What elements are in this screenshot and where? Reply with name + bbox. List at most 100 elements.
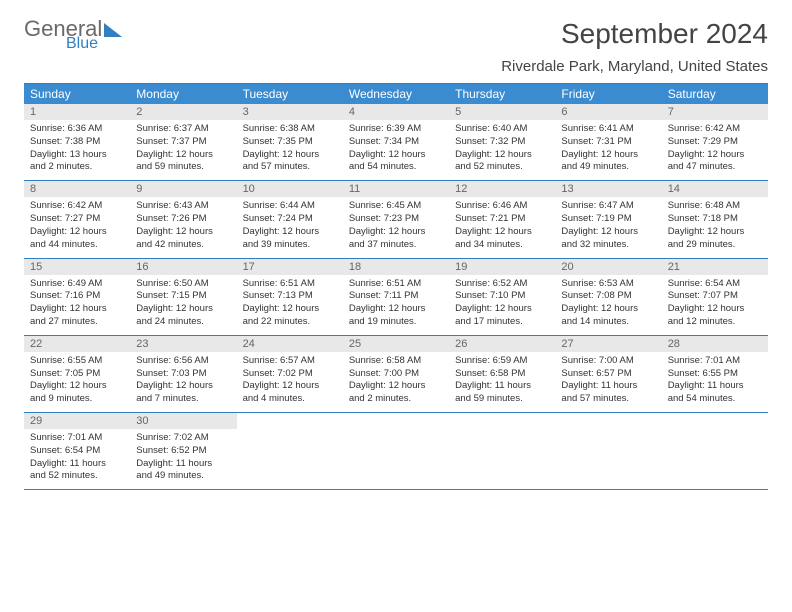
day-body: Sunrise: 6:44 AMSunset: 7:24 PMDaylight:… (237, 197, 343, 257)
sunset-text: Sunset: 7:23 PM (349, 213, 443, 226)
sunrise-text: Sunrise: 7:01 AM (30, 432, 124, 445)
sunset-text: Sunset: 7:31 PM (561, 136, 655, 149)
day-number: 18 (343, 259, 449, 275)
sunset-text: Sunset: 7:02 PM (243, 368, 337, 381)
day-cell: 23Sunrise: 6:56 AMSunset: 7:03 PMDayligh… (130, 336, 236, 412)
day-cell: 30Sunrise: 7:02 AMSunset: 6:52 PMDayligh… (130, 413, 236, 489)
daylight-text: Daylight: 12 hours and 54 minutes. (349, 149, 443, 175)
sunrise-text: Sunrise: 6:38 AM (243, 123, 337, 136)
sunset-text: Sunset: 6:52 PM (136, 445, 230, 458)
day-header: Saturday (662, 84, 768, 104)
sunrise-text: Sunrise: 6:45 AM (349, 200, 443, 213)
day-cell: 25Sunrise: 6:58 AMSunset: 7:00 PMDayligh… (343, 336, 449, 412)
day-body: Sunrise: 6:56 AMSunset: 7:03 PMDaylight:… (130, 352, 236, 412)
day-body: Sunrise: 6:39 AMSunset: 7:34 PMDaylight:… (343, 120, 449, 180)
day-number: 19 (449, 259, 555, 275)
daylight-text: Daylight: 12 hours and 24 minutes. (136, 303, 230, 329)
sunrise-text: Sunrise: 6:51 AM (349, 278, 443, 291)
day-cell: 17Sunrise: 6:51 AMSunset: 7:13 PMDayligh… (237, 259, 343, 335)
sunset-text: Sunset: 7:03 PM (136, 368, 230, 381)
daylight-text: Daylight: 11 hours and 57 minutes. (561, 380, 655, 406)
daylight-text: Daylight: 11 hours and 59 minutes. (455, 380, 549, 406)
day-body: Sunrise: 6:51 AMSunset: 7:13 PMDaylight:… (237, 275, 343, 335)
day-number: 8 (24, 181, 130, 197)
day-body: Sunrise: 6:48 AMSunset: 7:18 PMDaylight:… (662, 197, 768, 257)
logo-triangle-icon (104, 23, 122, 37)
sunrise-text: Sunrise: 7:02 AM (136, 432, 230, 445)
day-number: 20 (555, 259, 661, 275)
sunrise-text: Sunrise: 6:53 AM (561, 278, 655, 291)
daylight-text: Daylight: 12 hours and 32 minutes. (561, 226, 655, 252)
day-body: Sunrise: 6:36 AMSunset: 7:38 PMDaylight:… (24, 120, 130, 180)
day-number: 21 (662, 259, 768, 275)
day-body: Sunrise: 6:53 AMSunset: 7:08 PMDaylight:… (555, 275, 661, 335)
day-header: Friday (555, 84, 661, 104)
sunset-text: Sunset: 7:11 PM (349, 290, 443, 303)
day-number: 3 (237, 104, 343, 120)
daylight-text: Daylight: 12 hours and 27 minutes. (30, 303, 124, 329)
day-cell: 27Sunrise: 7:00 AMSunset: 6:57 PMDayligh… (555, 336, 661, 412)
sunrise-text: Sunrise: 6:51 AM (243, 278, 337, 291)
sunrise-text: Sunrise: 6:42 AM (668, 123, 762, 136)
logo: General Blue (24, 18, 122, 52)
day-cell: 7Sunrise: 6:42 AMSunset: 7:29 PMDaylight… (662, 104, 768, 180)
daylight-text: Daylight: 12 hours and 59 minutes. (136, 149, 230, 175)
day-number: 13 (555, 181, 661, 197)
sunset-text: Sunset: 7:18 PM (668, 213, 762, 226)
sunrise-text: Sunrise: 6:47 AM (561, 200, 655, 213)
day-body: Sunrise: 6:50 AMSunset: 7:15 PMDaylight:… (130, 275, 236, 335)
day-number: 9 (130, 181, 236, 197)
daylight-text: Daylight: 12 hours and 4 minutes. (243, 380, 337, 406)
day-body: Sunrise: 6:47 AMSunset: 7:19 PMDaylight:… (555, 197, 661, 257)
sunrise-text: Sunrise: 6:44 AM (243, 200, 337, 213)
day-number: 10 (237, 181, 343, 197)
sunset-text: Sunset: 7:29 PM (668, 136, 762, 149)
day-cell (555, 413, 661, 489)
day-number: 17 (237, 259, 343, 275)
day-cell: 3Sunrise: 6:38 AMSunset: 7:35 PMDaylight… (237, 104, 343, 180)
sunrise-text: Sunrise: 6:52 AM (455, 278, 549, 291)
day-number: 11 (343, 181, 449, 197)
header: General Blue September 2024 (24, 18, 768, 52)
daylight-text: Daylight: 11 hours and 52 minutes. (30, 458, 124, 484)
day-body: Sunrise: 7:01 AMSunset: 6:55 PMDaylight:… (662, 352, 768, 412)
day-body: Sunrise: 7:00 AMSunset: 6:57 PMDaylight:… (555, 352, 661, 412)
day-cell: 15Sunrise: 6:49 AMSunset: 7:16 PMDayligh… (24, 259, 130, 335)
day-header: Tuesday (237, 84, 343, 104)
day-cell: 9Sunrise: 6:43 AMSunset: 7:26 PMDaylight… (130, 181, 236, 257)
day-cell: 28Sunrise: 7:01 AMSunset: 6:55 PMDayligh… (662, 336, 768, 412)
day-number: 5 (449, 104, 555, 120)
sunrise-text: Sunrise: 6:37 AM (136, 123, 230, 136)
sunrise-text: Sunrise: 6:59 AM (455, 355, 549, 368)
sunset-text: Sunset: 7:07 PM (668, 290, 762, 303)
day-cell: 11 Sunrise: 6:45 AMSunset: 7:23 PMDayligh… (343, 181, 449, 257)
daylight-text: Daylight: 12 hours and 47 minutes. (668, 149, 762, 175)
daylight-text: Daylight: 12 hours and 17 minutes. (455, 303, 549, 329)
day-body: Sunrise: 7:01 AMSunset: 6:54 PMDaylight:… (24, 429, 130, 489)
day-body: Sunrise: 6:54 AMSunset: 7:07 PMDaylight:… (662, 275, 768, 335)
day-cell (343, 413, 449, 489)
sunset-text: Sunset: 6:54 PM (30, 445, 124, 458)
day-cell: 10Sunrise: 6:44 AMSunset: 7:24 PMDayligh… (237, 181, 343, 257)
day-number: 12 (449, 181, 555, 197)
sunset-text: Sunset: 7:27 PM (30, 213, 124, 226)
sunset-text: Sunset: 7:21 PM (455, 213, 549, 226)
day-cell: 20Sunrise: 6:53 AMSunset: 7:08 PMDayligh… (555, 259, 661, 335)
sunrise-text: Sunrise: 6:43 AM (136, 200, 230, 213)
sunset-text: Sunset: 7:37 PM (136, 136, 230, 149)
page-title: September 2024 (561, 18, 768, 50)
sunrise-text: Sunrise: 6:58 AM (349, 355, 443, 368)
sunset-text: Sunset: 7:24 PM (243, 213, 337, 226)
day-cell: 5Sunrise: 6:40 AMSunset: 7:32 PMDaylight… (449, 104, 555, 180)
week-row: 22Sunrise: 6:55 AMSunset: 7:05 PMDayligh… (24, 336, 768, 413)
sunrise-text: Sunrise: 6:49 AM (30, 278, 124, 291)
daylight-text: Daylight: 12 hours and 37 minutes. (349, 226, 443, 252)
day-cell: 13Sunrise: 6:47 AMSunset: 7:19 PMDayligh… (555, 181, 661, 257)
day-body: Sunrise: 6:51 AMSunset: 7:11 PMDaylight:… (343, 275, 449, 335)
sunset-text: Sunset: 7:26 PM (136, 213, 230, 226)
day-cell: 2Sunrise: 6:37 AMSunset: 7:37 PMDaylight… (130, 104, 236, 180)
daylight-text: Daylight: 11 hours and 54 minutes. (668, 380, 762, 406)
daylight-text: Daylight: 11 hours and 49 minutes. (136, 458, 230, 484)
sunrise-text: Sunrise: 6:50 AM (136, 278, 230, 291)
day-number: 16 (130, 259, 236, 275)
